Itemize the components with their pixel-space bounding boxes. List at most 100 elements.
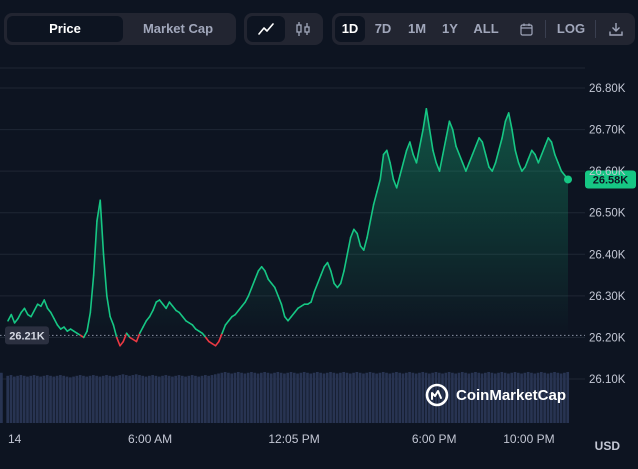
price-line-segment	[122, 332, 128, 343]
price-line-segment	[181, 315, 187, 322]
volume-bar	[230, 373, 234, 423]
price-line-segment	[264, 270, 270, 281]
volume-bar	[22, 375, 26, 423]
volume-bars	[0, 372, 570, 423]
price-line-segment	[451, 128, 457, 147]
volume-bar	[59, 375, 62, 423]
volume-bar	[250, 372, 253, 423]
price-line-segment	[135, 332, 141, 343]
price-line-segment	[50, 311, 55, 320]
last-price-point[interactable]	[564, 175, 572, 184]
price-line-segment	[386, 149, 391, 164]
volume-bar	[124, 375, 128, 423]
last-price-tag	[585, 170, 636, 189]
volume-bar	[29, 375, 33, 423]
price-line-segment	[425, 107, 431, 131]
volume-bar	[467, 373, 471, 423]
price-line-segment	[524, 157, 530, 168]
volume-bar	[204, 375, 207, 423]
volume-bar	[174, 375, 178, 423]
range-7d[interactable]: 7D	[374, 21, 392, 36]
volume-bar	[484, 372, 487, 423]
price-line-segment	[445, 120, 451, 139]
range-1m[interactable]: 1M	[407, 21, 427, 36]
price-line-segment	[362, 236, 368, 251]
price-line-segment	[43, 299, 49, 310]
y-tick-label: 26.50K	[589, 208, 626, 220]
tab-price[interactable]: Price	[7, 16, 123, 42]
candlestick-icon[interactable]	[285, 16, 320, 42]
price-line-segment	[257, 265, 263, 272]
price-line-segment	[316, 274, 322, 285]
price-line-segment	[310, 290, 316, 303]
volume-bar	[451, 372, 454, 423]
download-icon[interactable]	[602, 16, 630, 42]
volume-bar	[200, 375, 204, 423]
price-line-segment	[227, 315, 233, 322]
volume-bar	[118, 375, 122, 423]
volume-bar	[164, 375, 168, 423]
volume-bar	[177, 375, 181, 423]
volume-bar	[365, 372, 369, 423]
log-scale-button[interactable]: LOG	[556, 21, 586, 36]
time-range-toggle: 1D 7D 1M 1Y ALL LOG	[332, 13, 635, 45]
calendar-icon[interactable]	[514, 16, 538, 42]
x-tick-label: 12:05 PM	[268, 432, 319, 446]
volume-bar	[391, 372, 395, 423]
volume-bar	[85, 376, 89, 423]
price-line-segment	[547, 137, 553, 143]
price-line-segment	[560, 170, 566, 177]
volume-bar	[266, 372, 270, 423]
volume-bar	[187, 375, 191, 423]
volume-bar	[474, 372, 477, 423]
y-tick-label: 26.80K	[589, 83, 626, 95]
price-line-segment	[498, 137, 503, 152]
price-line-segment	[23, 307, 29, 316]
price-line-segment	[86, 311, 92, 332]
volume-bar	[342, 372, 346, 423]
volume-bar	[526, 372, 530, 423]
volume-bar	[32, 375, 36, 423]
volume-bar	[9, 375, 13, 423]
range-1d[interactable]: 1D	[335, 16, 365, 42]
y-tick-label: 26.60K	[589, 166, 626, 178]
price-line-segment	[432, 149, 438, 164]
range-all[interactable]: ALL	[473, 21, 499, 36]
price-line-segment	[461, 162, 467, 172]
tab-market-cap[interactable]: Market Cap	[142, 21, 214, 36]
volume-bar	[441, 373, 444, 423]
range-1y[interactable]: 1Y	[442, 21, 458, 36]
price-line-segment	[428, 128, 434, 152]
price-line-segment	[353, 228, 358, 235]
volume-bar	[434, 372, 438, 423]
volume-bar	[523, 372, 527, 423]
volume-bar	[197, 376, 201, 423]
volume-bar	[493, 373, 497, 423]
volume-bar	[62, 375, 66, 423]
price-line-segment	[349, 228, 355, 239]
price-line-segment	[82, 330, 88, 339]
price-line-segment	[504, 112, 510, 123]
volume-bar	[497, 372, 500, 423]
volume-bar	[352, 372, 355, 423]
line-chart-icon[interactable]	[247, 16, 285, 42]
price-line-segment	[458, 153, 464, 164]
price-line-segment	[293, 307, 299, 314]
volume-bar	[78, 375, 82, 423]
volume-bar	[559, 373, 563, 423]
y-tick-label: 26.10K	[589, 374, 626, 386]
price-line-segment	[20, 307, 26, 314]
volume-bar	[246, 372, 250, 423]
volume-bar	[520, 373, 523, 423]
price-area	[8, 108, 568, 336]
volume-bar	[355, 372, 359, 423]
volume-bar	[530, 372, 533, 423]
volume-bar	[236, 372, 240, 423]
price-line-segment	[448, 120, 454, 131]
volume-bar	[217, 373, 220, 423]
volume-bar	[513, 372, 517, 423]
volume-bar	[312, 372, 316, 423]
price-line-segment	[221, 324, 227, 335]
volume-bar	[516, 372, 520, 423]
